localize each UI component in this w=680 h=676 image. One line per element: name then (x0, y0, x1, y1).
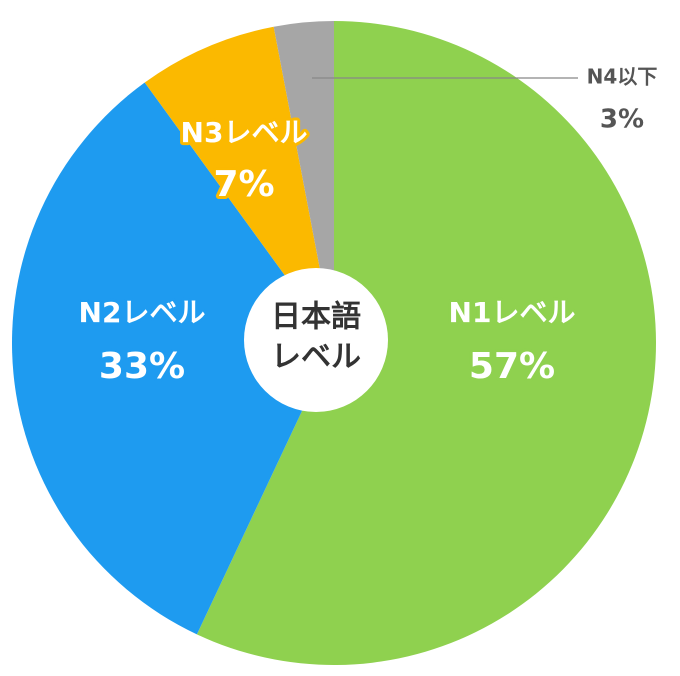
center-label: レベル (271, 340, 361, 375)
category-label: N3レベル (181, 116, 308, 149)
category-label: N2レベル (79, 296, 206, 329)
value-label: 7% (213, 164, 274, 205)
value-label: 3% (600, 105, 644, 135)
value-label: 33% (99, 346, 185, 387)
center-hole (244, 268, 388, 412)
center-label: 日本語 (271, 300, 361, 335)
pie-slice (11, 82, 334, 635)
pie-slice (196, 21, 656, 665)
category-label: N1レベル (449, 296, 576, 329)
slices (11, 21, 656, 665)
pie-slice (144, 26, 334, 344)
category-label: N4以下 (587, 65, 658, 89)
pie-slice (273, 21, 334, 343)
value-label: 57% (469, 346, 555, 387)
